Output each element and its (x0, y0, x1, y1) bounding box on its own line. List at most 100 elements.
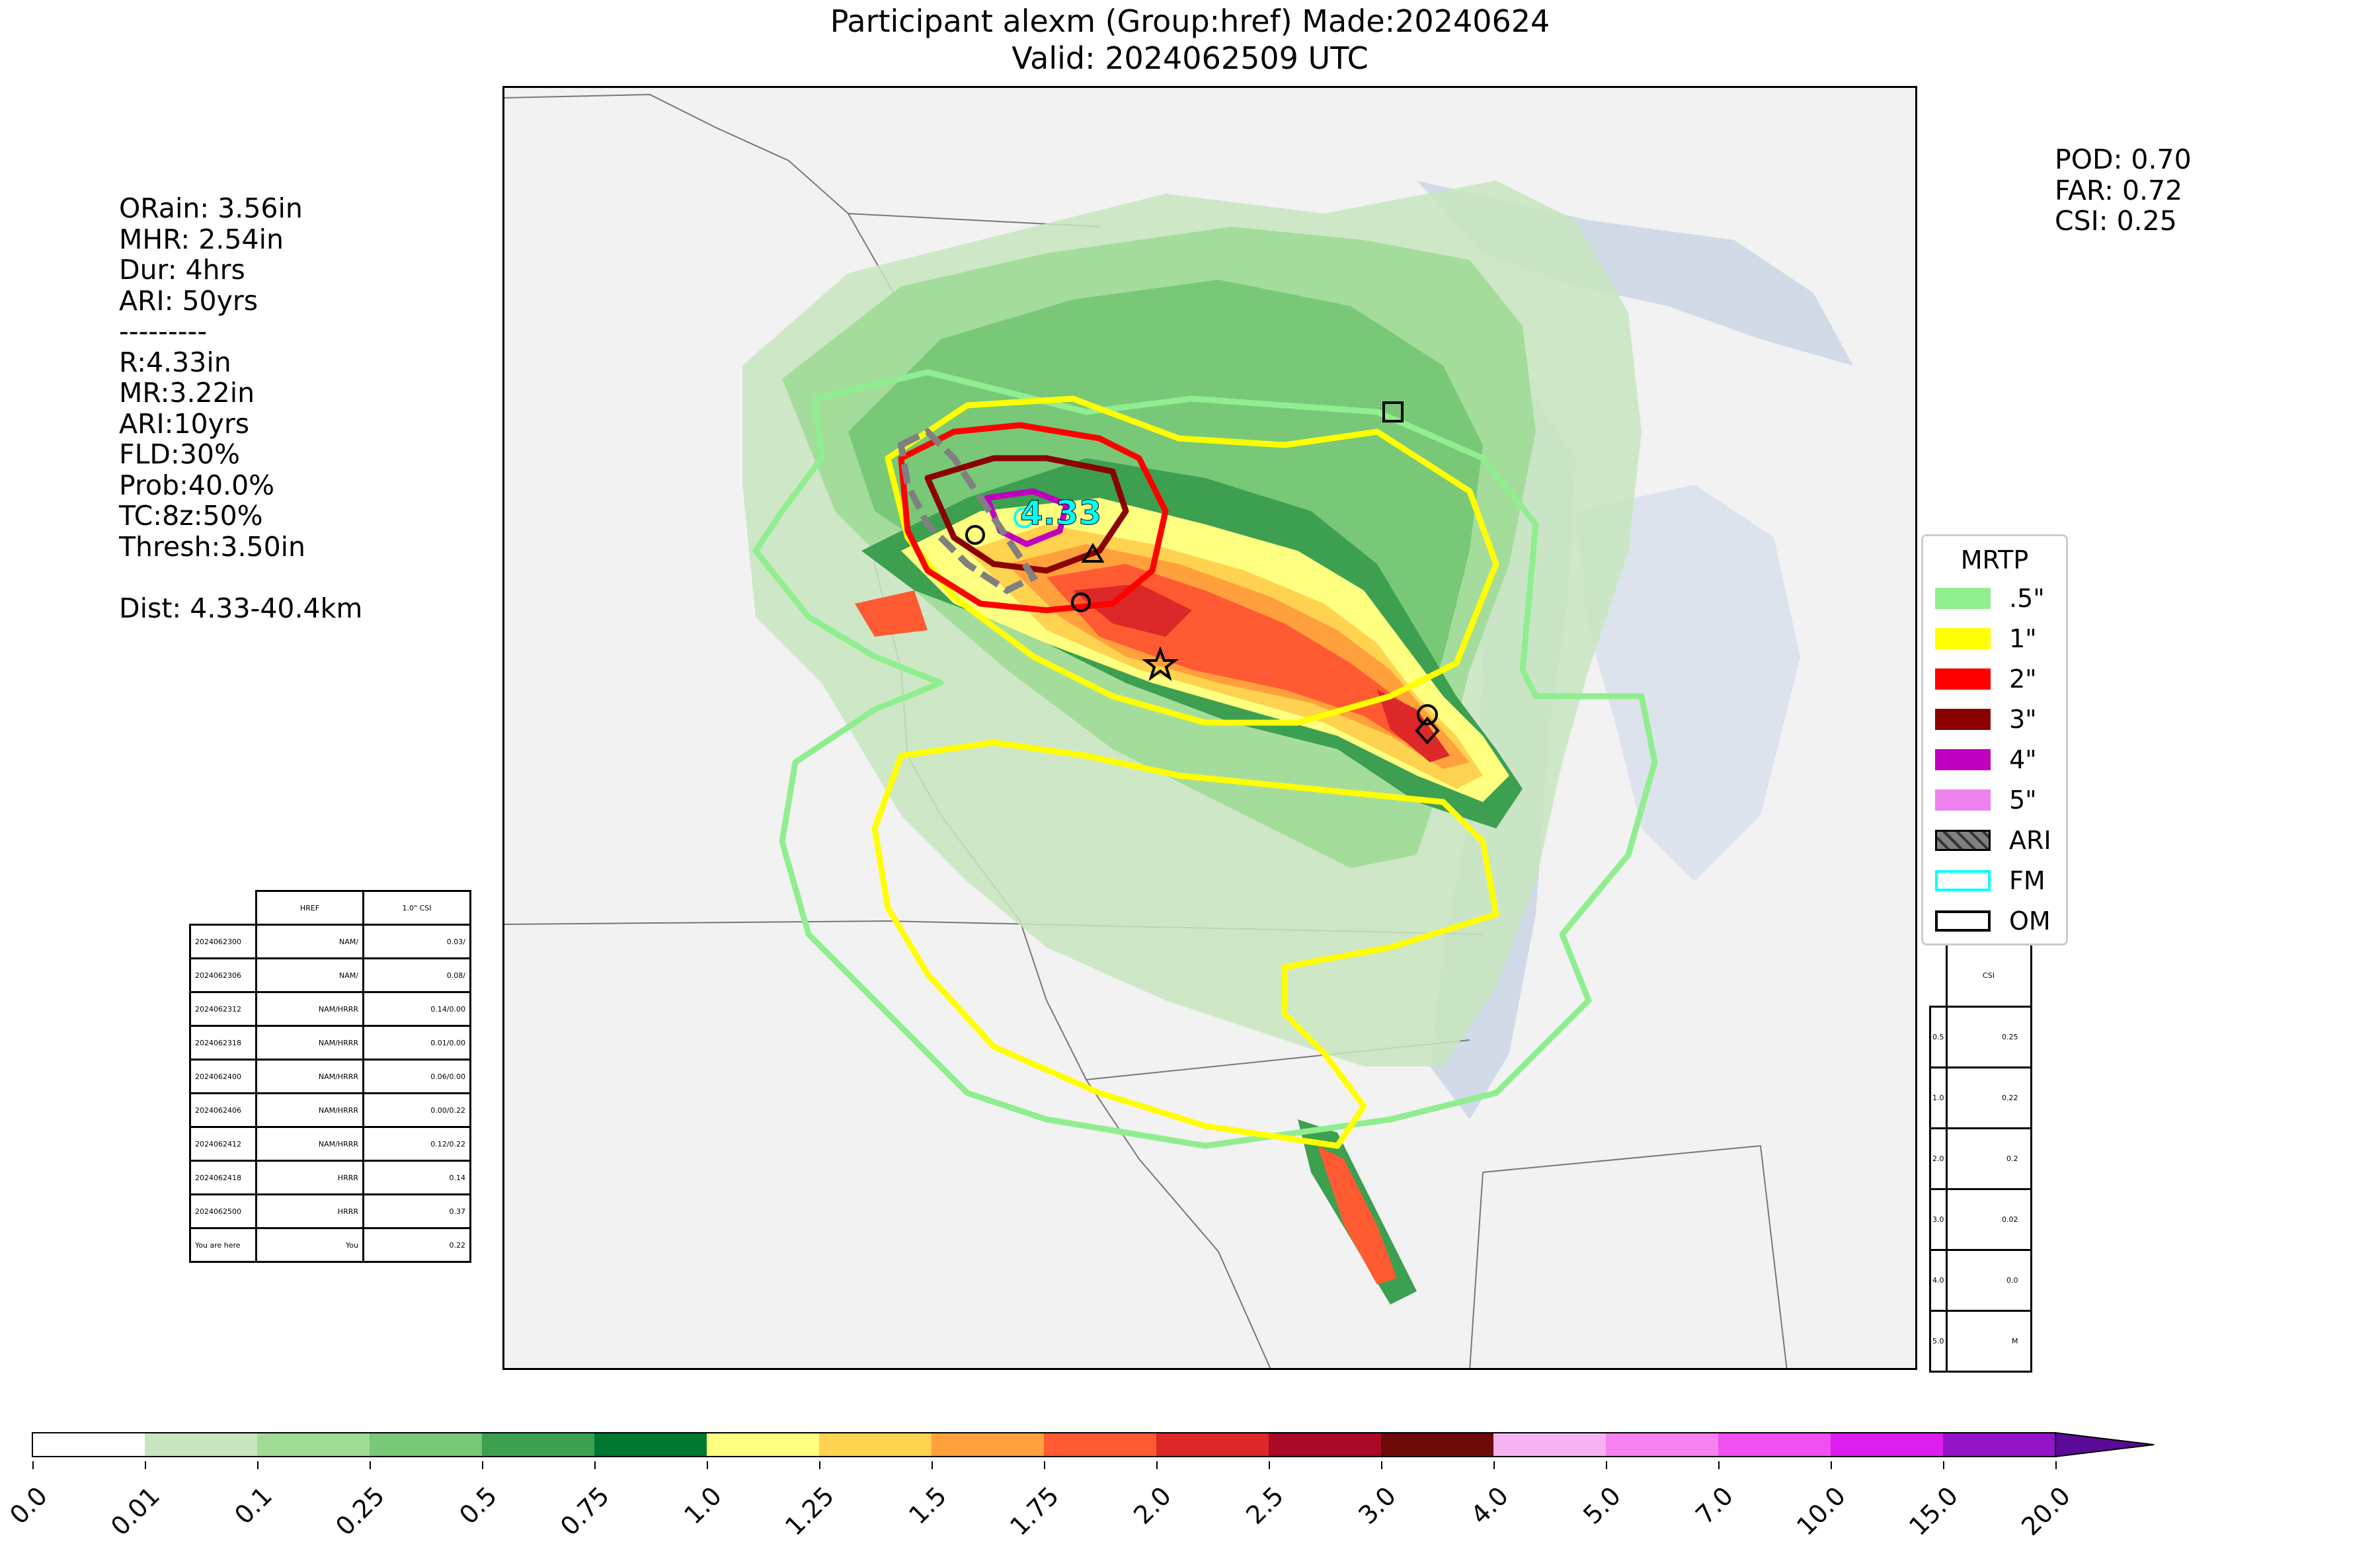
observation-markers (965, 401, 1440, 745)
obs-triangle (1081, 543, 1105, 563)
colorbar-segment (1269, 1433, 1381, 1457)
colorbar-segment (1943, 1433, 2055, 1457)
legend-item: ARI (1935, 826, 2067, 858)
obs-diamond (1415, 716, 1440, 745)
contour-1in-b (871, 739, 1499, 1149)
table-cell: NAM/HRRR (255, 1059, 364, 1094)
table-cell: 0.5 (1929, 1005, 1948, 1068)
table-cell: 0.22 (1945, 1066, 2032, 1129)
colorbar-tick (1718, 1461, 1720, 1469)
table-row: 2024062312 NAM/HRRR 0.14/0.00 (189, 991, 471, 1027)
stat-line: R:4.33in (119, 346, 231, 378)
colorbar-tick-label: 2.5 (1240, 1481, 1290, 1530)
colorbar-tick (1831, 1461, 1832, 1469)
fm-marker (1013, 507, 1035, 528)
table-cell: 2024062306 (189, 957, 257, 993)
colorbar-tick (1044, 1461, 1045, 1469)
legend-label: 3" (2009, 705, 2037, 734)
obs-star (1142, 646, 1179, 682)
table-cell: HRRR (255, 1160, 364, 1195)
table-row: 2024062400 NAM/HRRR 0.06/0.00 (189, 1059, 471, 1094)
table-row: 2024062300 NAM/0.03/ (189, 924, 471, 959)
stat-line: MHR: 2.54in (119, 223, 284, 255)
colorbar-segment (145, 1433, 257, 1457)
max-rain-label: 4.33 (1020, 494, 1101, 532)
colorbar-tick-label: 1.25 (779, 1481, 840, 1541)
colorbar-tick (145, 1461, 146, 1469)
legend-item: .5" (1935, 584, 2067, 616)
table-cell: 4.0 (1929, 1248, 1948, 1312)
colorbar-segment (370, 1433, 482, 1457)
legend-item: 2" (1935, 664, 2067, 696)
contour-0.5in (752, 369, 1658, 1149)
colorbar-segment (1044, 1433, 1156, 1457)
table-cell: 0.2 (1945, 1127, 2032, 1190)
colorbar-tick-label: 0.75 (555, 1481, 615, 1541)
colorbar-segment (594, 1433, 707, 1457)
title-line-1: Participant alexm (Group:href) Made:2024… (830, 3, 1550, 39)
colorbar-segment (707, 1433, 819, 1457)
colorbar-tick (932, 1461, 933, 1469)
skill-scores: POD: 0.70 FAR: 0.72 CSI: 0.25 (2055, 144, 2192, 237)
colorbar-tick-label: 0.5 (454, 1481, 503, 1530)
stat-line (119, 562, 362, 593)
csi-table-header: CSI (1945, 945, 2032, 1008)
legend-item: OM (1935, 906, 2067, 938)
stat-line: TC:8z:50% (119, 500, 263, 532)
legend-label: 5" (2009, 785, 2037, 815)
legend-label: 2" (2009, 664, 2037, 694)
colorbar-segment (32, 1433, 145, 1457)
table-cell: 0.14/0.00 (362, 991, 471, 1027)
legend-label: 4" (2009, 745, 2037, 774)
stat-line: MR:3.22in (119, 377, 255, 409)
table-row: 0.5 0.25 (1929, 1005, 2032, 1068)
table-cell: 2024062412 (189, 1126, 257, 1162)
colorbar-tick (482, 1461, 483, 1469)
obs-circle-3 (1417, 704, 1438, 725)
colorbar-tick-label: 0.01 (105, 1481, 166, 1541)
table-cell: 0.02 (1945, 1187, 2032, 1251)
table-cell: 0.14 (362, 1160, 471, 1195)
href-csi-table: HREF 1.0" CSI 2024062300 NAM/0.03/2024062… (189, 890, 471, 1263)
table-row: 4.0 0.0 (1929, 1248, 2032, 1312)
table-row: 2024062500 HRRR 0.37 (189, 1193, 471, 1229)
stat-line: FLD:30% (119, 438, 240, 470)
rainfall-field (742, 181, 1642, 1305)
table-cell: 2024062500 (189, 1193, 257, 1229)
colorbar-tick-label: 1.0 (678, 1481, 728, 1530)
colorbar-tick-label: 2.0 (1128, 1481, 1177, 1530)
table-cell: 0.0 (1945, 1248, 2032, 1312)
colorbar-segment (1381, 1433, 1493, 1457)
colorbar-tick (1381, 1461, 1382, 1469)
table-cell: 0.08/ (362, 957, 471, 993)
colorbar-tick-label: 1.75 (1004, 1481, 1065, 1541)
table-cell: NAM/HRRR (255, 1025, 364, 1061)
verification-stats: ORain: 3.56in MHR: 2.54in Dur: 4hrs ARI: 50… (119, 193, 362, 623)
legend-title: MRTP (1960, 545, 2029, 575)
table-header-csi: 1.0" CSI (362, 890, 471, 926)
table-row: 2024062412 NAM/HRRR 0.12/0.22 (189, 1126, 471, 1162)
legend-swatch (1935, 789, 1991, 811)
stat-line: --------- (119, 315, 208, 347)
table-cell: NAM/HRRR (255, 1092, 364, 1128)
legend-swatch (1935, 749, 1991, 770)
legend-swatch (1935, 628, 1991, 649)
colorbar-tick-label: 20.0 (2016, 1481, 2077, 1541)
csi-threshold-table: CSI 0.5 0.25 1.0 0.22 2.0 0.2 3.0 0.02 4.0 0.0 5.0… (1929, 945, 2032, 1373)
legend-label: FM (2009, 866, 2045, 895)
table-row: 2024062306 NAM/0.08/ (189, 957, 471, 993)
contour-1in-a (885, 395, 1499, 726)
chart-title: Participant alexm (Group:href) Made:2024… (0, 3, 2380, 77)
stat-line: Dist: 4.33-40.4km (119, 592, 363, 624)
table-row: 3.0 0.02 (1929, 1187, 2032, 1251)
table-row: 2024062318 NAM/HRRR 0.01/0.00 (189, 1025, 471, 1061)
table-cell: NAM/ (255, 924, 364, 959)
stat-line: Thresh:3.50in (119, 530, 306, 563)
legend-label: OM (2009, 906, 2051, 936)
table-cell: You (255, 1227, 364, 1263)
pod-score: POD: 0.70 (2055, 143, 2192, 175)
mrtp-legend: MRTP .5" 1" 2" 3" 4" 5" ARI FM OM (1921, 534, 2068, 945)
stat-line: ARI:10yrs (119, 407, 250, 440)
table-cell: NAM/ (255, 957, 364, 993)
legend-label: ARI (2009, 826, 2051, 855)
